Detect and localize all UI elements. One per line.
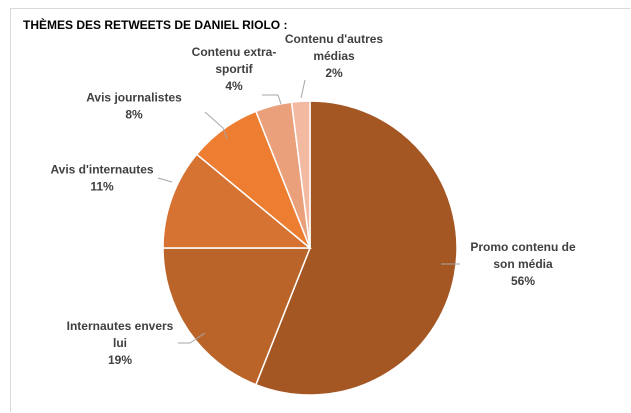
pie-slice-1	[254, 100, 458, 396]
chart-frame	[10, 8, 630, 412]
data-label-3: Avis d'internautes 11%	[50, 163, 153, 194]
pie-slice-6	[290, 100, 311, 249]
data-label-6: Contenu d'autres médias 2%	[285, 32, 384, 80]
pie-slice-3	[162, 153, 313, 249]
data-label-5: Contenu extra-sportif 4%	[192, 45, 277, 93]
data-label-4: Avis journalistes 8%	[86, 91, 182, 122]
leader-line-3	[157, 177, 173, 183]
leader-line-4	[204, 111, 228, 140]
data-label-2: Internautes envers lui 19%	[67, 319, 174, 367]
leader-line-5	[262, 94, 282, 105]
leader-line-6	[300, 79, 306, 99]
leader-line-2	[178, 332, 206, 344]
pie-slice-2	[162, 247, 312, 386]
chart-title: THÈMES DES RETWEETS DE DANIEL RIOLO :	[23, 18, 288, 32]
data-label-1: Promo contenu de son média 56%	[470, 240, 576, 288]
